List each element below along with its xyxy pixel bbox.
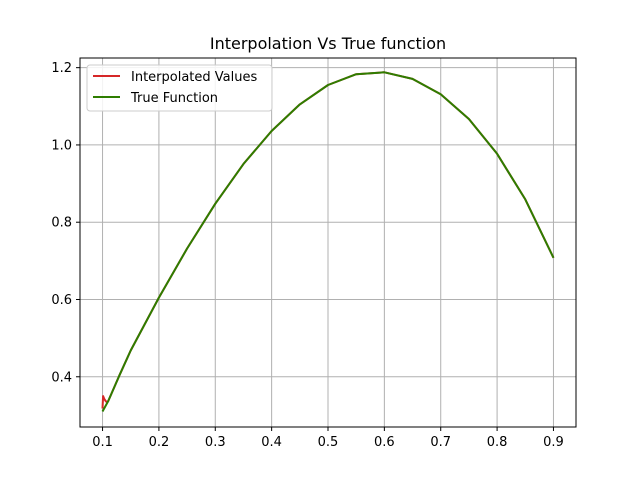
series-layer xyxy=(101,71,555,412)
series-line-true-function xyxy=(101,71,555,412)
legend: Interpolated Values True Function xyxy=(86,64,273,112)
chart-title: Interpolation Vs True function xyxy=(210,34,446,53)
x-tick-label: 0.6 xyxy=(374,435,395,450)
x-tick-label: 0.8 xyxy=(487,435,508,450)
y-tick-label: 1.2 xyxy=(51,61,72,76)
y-tick-label: 1.0 xyxy=(51,138,72,153)
y-tick-label: 0.6 xyxy=(51,293,72,308)
y-tick-label: 0.8 xyxy=(51,216,72,231)
x-tick-label: 0.9 xyxy=(543,435,564,450)
x-tick-label: 0.1 xyxy=(92,435,113,450)
x-tick-label: 0.2 xyxy=(149,435,170,450)
grid xyxy=(80,58,576,427)
legend-box xyxy=(86,64,273,112)
legend-label-true-function: True Function xyxy=(130,91,218,106)
axes-ticks: 0.1 0.2 0.3 0.4 0.5 0.6 0.7 0.8 0.9 0.4 0.6 0.8 1.0 1… xyxy=(51,61,563,450)
x-tick-label: 0.4 xyxy=(261,435,282,450)
legend-label-interpolated: Interpolated Values xyxy=(131,70,257,85)
y-tick-label: 0.4 xyxy=(51,370,72,385)
x-tick-label: 0.3 xyxy=(205,435,226,450)
x-tick-label: 0.5 xyxy=(318,435,339,450)
x-tick-label: 0.7 xyxy=(430,435,451,450)
